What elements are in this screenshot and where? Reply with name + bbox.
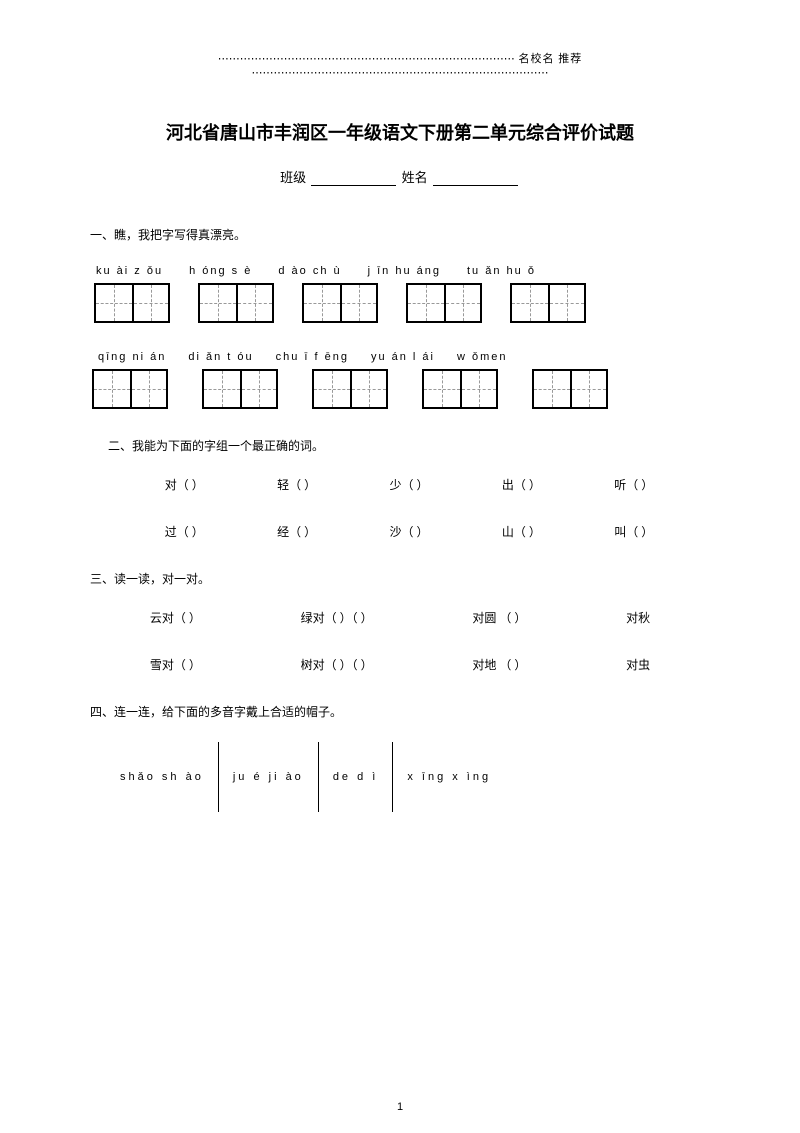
question-4: 四、连一连，给下面的多音字戴上合适的帽子。 shǎo sh ào ju é ji… [90, 703, 710, 812]
divider-line [218, 742, 219, 812]
class-blank [311, 185, 396, 186]
pinyin-item: di ǎn t óu [188, 351, 253, 363]
divider-line [392, 742, 393, 812]
name-blank [433, 185, 518, 186]
question-2: 二、我能为下面的字组一个最正确的词。 对（ ） 轻（ ） 少（ ） 出（ ） 听… [90, 437, 710, 540]
q1-title: 一、瞧，我把字写得真漂亮。 [90, 226, 710, 243]
pinyin-item: ku ài z ǒu [96, 265, 163, 277]
q4-group: x īng x ìng [407, 771, 491, 783]
q1-box-row2 [90, 369, 710, 409]
name-label: 姓名 [402, 170, 428, 185]
q4-group: shǎo sh ào [120, 771, 204, 783]
word-item: 过（ ） [165, 523, 204, 540]
page-title: 河北省唐山市丰润区一年级语文下册第二单元综合评价试题 [90, 119, 710, 145]
word-item: 经（ ） [277, 523, 316, 540]
q4-group: ju é ji ào [233, 771, 304, 783]
word-item: 少（ ） [389, 476, 428, 493]
q4-title: 四、连一连，给下面的多音字戴上合适的帽子。 [90, 703, 710, 720]
pair-item: 雪对（ ） [150, 656, 201, 673]
q1-box-row1 [90, 283, 710, 323]
pinyin-item: tu ǎn hu ǒ [467, 265, 536, 277]
pair-item: 云对（ ） [150, 609, 201, 626]
header-dots-right: ⋯⋯⋯⋯⋯⋯⋯⋯⋯⋯⋯⋯⋯⋯⋯⋯⋯⋯⋯⋯⋯⋯⋯⋯⋯⋯⋯ [252, 67, 549, 79]
q2-title: 二、我能为下面的字组一个最正确的词。 [108, 437, 710, 454]
q2-row1: 对（ ） 轻（ ） 少（ ） 出（ ） 听（ ） [108, 476, 710, 493]
pinyin-item: w ǒmen [457, 351, 508, 363]
pinyin-item: h óng s è [189, 265, 252, 277]
word-item: 沙（ ） [389, 523, 428, 540]
word-item: 山（ ） [502, 523, 541, 540]
tianzige-pair [94, 283, 170, 323]
pair-item: 对圆 （ ） [472, 609, 526, 626]
word-item: 出（ ） [502, 476, 541, 493]
word-item: 轻（ ） [277, 476, 316, 493]
q3-row2: 雪对（ ） 树对（ ）（ ） 对地 （ ） 对虫 [90, 656, 710, 673]
q1-pinyin-row2: qīng ni án di ǎn t óu chu ī f ēng yu án … [90, 351, 710, 363]
subtitle-row: 班级 姓名 [90, 167, 710, 186]
pair-item: 对虫 [626, 656, 650, 673]
pair-item: 绿对（ ）（ ） [301, 609, 373, 626]
page-number: 1 [397, 1101, 403, 1113]
q4-group: de d ì [333, 771, 379, 783]
word-item: 听（ ） [614, 476, 653, 493]
class-label: 班级 [280, 170, 306, 185]
pair-item: 对地 （ ） [472, 656, 526, 673]
word-item: 对（ ） [165, 476, 204, 493]
header-label: 名校名 推荐 [519, 53, 583, 65]
tianzige-pair [532, 369, 608, 409]
q1-pinyin-row1: ku ài z ǒu h óng s è d ào ch ù j īn hu á… [90, 265, 710, 277]
pair-item: 对秋 [626, 609, 650, 626]
pinyin-item: qīng ni án [98, 351, 166, 363]
header-decoration: ⋯⋯⋯⋯⋯⋯⋯⋯⋯⋯⋯⋯⋯⋯⋯⋯⋯⋯⋯⋯⋯⋯⋯⋯⋯⋯⋯ 名校名 推荐 ⋯⋯⋯⋯⋯… [90, 50, 710, 79]
q3-row1: 云对（ ） 绿对（ ）（ ） 对圆 （ ） 对秋 [90, 609, 710, 626]
q2-row2: 过（ ） 经（ ） 沙（ ） 山（ ） 叫（ ） [108, 523, 710, 540]
word-item: 叫（ ） [614, 523, 653, 540]
question-3: 三、读一读，对一对。 云对（ ） 绿对（ ）（ ） 对圆 （ ） 对秋 雪对（ … [90, 570, 710, 673]
q4-groups: shǎo sh ào ju é ji ào de d ì x īng x ìng [90, 742, 710, 812]
tianzige-pair [302, 283, 378, 323]
tianzige-pair [312, 369, 388, 409]
header-dots-left: ⋯⋯⋯⋯⋯⋯⋯⋯⋯⋯⋯⋯⋯⋯⋯⋯⋯⋯⋯⋯⋯⋯⋯⋯⋯⋯⋯ [218, 53, 515, 65]
question-1: 一、瞧，我把字写得真漂亮。 ku ài z ǒu h óng s è d ào … [90, 226, 710, 409]
tianzige-pair [406, 283, 482, 323]
q3-title: 三、读一读，对一对。 [90, 570, 710, 587]
tianzige-pair [422, 369, 498, 409]
pinyin-item: yu án l ái [371, 351, 435, 363]
tianzige-pair [198, 283, 274, 323]
pair-item: 树对（ ）（ ） [301, 656, 373, 673]
divider-line [318, 742, 319, 812]
tianzige-pair [510, 283, 586, 323]
pinyin-item: j īn hu áng [368, 265, 441, 277]
pinyin-item: d ào ch ù [278, 265, 341, 277]
tianzige-pair [92, 369, 168, 409]
tianzige-pair [202, 369, 278, 409]
pinyin-item: chu ī f ēng [276, 351, 349, 363]
